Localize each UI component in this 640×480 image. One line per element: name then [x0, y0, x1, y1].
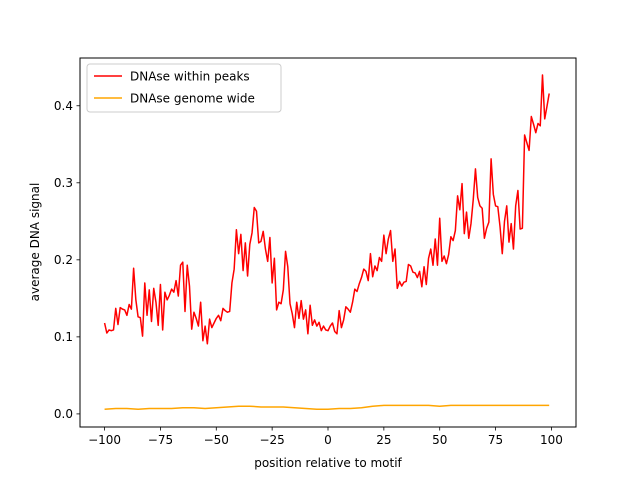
series-layer: [103, 74, 550, 411]
legend: DNAse within peaks DNAse genome wide: [86, 63, 282, 113]
x-axis-label: position relative to motif: [254, 456, 402, 470]
legend-box: [86, 63, 282, 113]
x-tick-label: −50: [204, 433, 229, 447]
x-tick-label: 100: [540, 433, 563, 447]
x-tick-label: 50: [432, 433, 447, 447]
y-tick-label: 0.4: [54, 99, 73, 113]
y-tick-label: 0.0: [54, 407, 73, 421]
y-axis-label: average DNA signal: [28, 183, 42, 302]
y-tick-label: 0.3: [54, 176, 73, 190]
x-tick-label: 75: [488, 433, 503, 447]
x-axis-ticks: −100 −75 −50 −25 0 25 50 75 100: [88, 427, 563, 447]
x-tick-label: 0: [324, 433, 332, 447]
legend-label-genome-wide: DNAse genome wide: [130, 92, 255, 106]
y-axis-ticks: 0.0 0.1 0.2 0.3 0.4: [54, 99, 80, 421]
x-tick-label: −100: [88, 433, 121, 447]
legend-label-within-peaks: DNAse within peaks: [130, 70, 250, 84]
x-tick-label: 25: [376, 433, 391, 447]
x-tick-label: −25: [259, 433, 284, 447]
y-tick-label: 0.1: [54, 330, 73, 344]
series-line-genome-wide: [104, 404, 550, 411]
series-line-within-peaks: [103, 74, 550, 345]
y-tick-label: 0.2: [54, 253, 73, 267]
x-tick-label: −75: [148, 433, 173, 447]
